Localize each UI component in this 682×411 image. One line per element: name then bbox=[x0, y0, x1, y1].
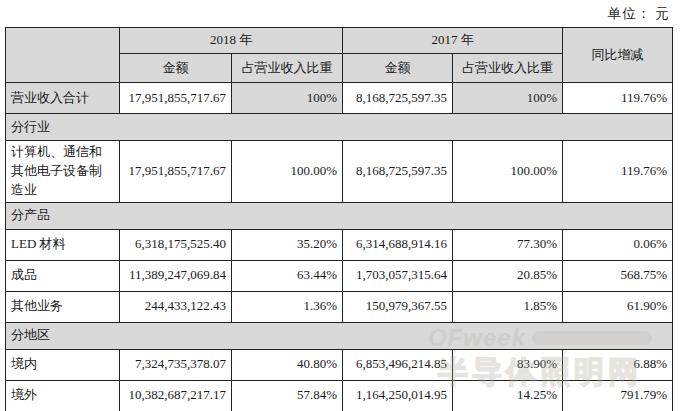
amount-2018-cell: 244,433,122.43 bbox=[120, 291, 232, 322]
amount-2018-header: 金额 bbox=[120, 54, 232, 83]
row-label-cell: 营业收入合计 bbox=[6, 83, 120, 114]
pct-2018-header: 占营业收入比重 bbox=[232, 54, 343, 83]
table-row: 计算机、通信和其他电子设备制造业17,951,855,717.67100.00%… bbox=[6, 141, 673, 203]
row-label-cell: 境外 bbox=[6, 380, 120, 411]
amount-2017-cell: 1,164,250,014.95 bbox=[343, 380, 453, 411]
section-row: 分行业 bbox=[6, 114, 673, 141]
row-label-cell: 成品 bbox=[6, 260, 120, 291]
year-2018-header: 2018 年 bbox=[120, 28, 343, 54]
amount-2018-cell: 7,324,735,378.07 bbox=[120, 349, 232, 380]
pct-2017-cell: 14.25% bbox=[453, 380, 563, 411]
table-row: 营业收入合计17,951,855,717.67100%8,168,725,597… bbox=[6, 83, 673, 114]
yoy-cell: 6.88% bbox=[563, 349, 673, 380]
pct-2017-cell: 83.90% bbox=[453, 349, 563, 380]
row-label-cell: LED 材料 bbox=[6, 229, 120, 260]
yoy-cell: 0.06% bbox=[563, 229, 673, 260]
row-label-cell: 境内 bbox=[6, 349, 120, 380]
unit-label: 单位： 元 bbox=[608, 5, 670, 23]
amount-2017-cell: 6,314,688,914.16 bbox=[343, 229, 453, 260]
table-row: 境内7,324,735,378.0740.80%6,853,496,214.85… bbox=[6, 349, 673, 380]
yoy-cell: 119.76% bbox=[563, 141, 673, 203]
table-row: 其他业务244,433,122.431.36%150,979,367.551.8… bbox=[6, 291, 673, 322]
section-label: 分产品 bbox=[6, 202, 673, 229]
amount-2018-cell: 11,389,247,069.84 bbox=[120, 260, 232, 291]
yoy-header: 同比增减 bbox=[563, 28, 673, 83]
pct-2018-cell: 57.84% bbox=[232, 380, 343, 411]
pct-2017-cell: 100.00% bbox=[453, 141, 563, 203]
amount-2017-cell: 8,168,725,597.35 bbox=[343, 141, 453, 203]
amount-2017-cell: 1,703,057,315.64 bbox=[343, 260, 453, 291]
amount-2017-cell: 150,979,367.55 bbox=[343, 291, 453, 322]
pct-2017-header: 占营业收入比重 bbox=[453, 54, 563, 83]
table-body: 营业收入合计17,951,855,717.67100%8,168,725,597… bbox=[6, 83, 673, 411]
table-row: 成品11,389,247,069.8463.44%1,703,057,315.6… bbox=[6, 260, 673, 291]
yoy-cell: 568.75% bbox=[563, 260, 673, 291]
amount-2017-cell: 8,168,725,597.35 bbox=[343, 83, 453, 114]
yoy-cell: 791.79% bbox=[563, 380, 673, 411]
pct-2017-cell: 100% bbox=[453, 83, 563, 114]
header-row-years: 2018 年 2017 年 同比增减 bbox=[6, 28, 673, 54]
amount-2018-cell: 10,382,687,217.17 bbox=[120, 380, 232, 411]
amount-2018-cell: 6,318,175,525.40 bbox=[120, 229, 232, 260]
yoy-cell: 119.76% bbox=[563, 83, 673, 114]
amount-2018-cell: 17,951,855,717.67 bbox=[120, 83, 232, 114]
amount-2017-header: 金额 bbox=[343, 54, 453, 83]
section-row: 分地区 bbox=[6, 322, 673, 349]
pct-2017-cell: 77.30% bbox=[453, 229, 563, 260]
row-label-cell: 其他业务 bbox=[6, 291, 120, 322]
table-row: 境外10,382,687,217.1757.84%1,164,250,014.9… bbox=[6, 380, 673, 411]
amount-2017-cell: 6,853,496,214.85 bbox=[343, 349, 453, 380]
section-row: 分产品 bbox=[6, 202, 673, 229]
pct-2018-cell: 35.20% bbox=[232, 229, 343, 260]
section-label: 分行业 bbox=[6, 114, 673, 141]
pct-2018-cell: 1.36% bbox=[232, 291, 343, 322]
revenue-breakdown-table: 2018 年 2017 年 同比增减 金额 占营业收入比重 金额 占营业收入比重… bbox=[5, 27, 673, 411]
amount-2018-cell: 17,951,855,717.67 bbox=[120, 141, 232, 203]
pct-2017-cell: 20.85% bbox=[453, 260, 563, 291]
section-label: 分地区 bbox=[6, 322, 673, 349]
table-row: LED 材料6,318,175,525.4035.20%6,314,688,91… bbox=[6, 229, 673, 260]
row-label-cell: 计算机、通信和其他电子设备制造业 bbox=[6, 141, 120, 203]
pct-2018-cell: 100.00% bbox=[232, 141, 343, 203]
pct-2018-cell: 40.80% bbox=[232, 349, 343, 380]
year-2017-header: 2017 年 bbox=[343, 28, 563, 54]
pct-2018-cell: 100% bbox=[232, 83, 343, 114]
pct-2017-cell: 1.85% bbox=[453, 291, 563, 322]
yoy-cell: 61.90% bbox=[563, 291, 673, 322]
pct-2018-cell: 63.44% bbox=[232, 260, 343, 291]
corner-cell bbox=[6, 28, 120, 83]
